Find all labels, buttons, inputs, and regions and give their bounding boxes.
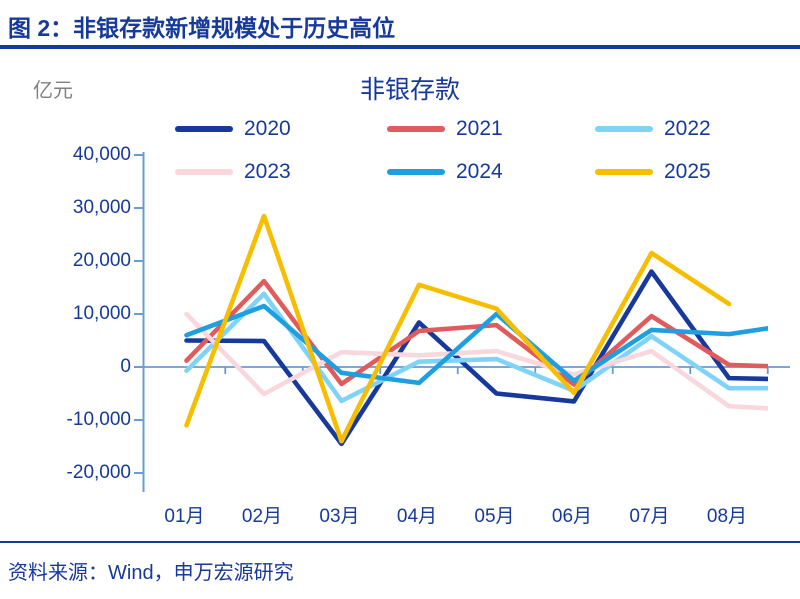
series-line-2020 [184, 269, 768, 447]
x-tick-label-01月: 01月 [164, 506, 205, 527]
y-tick-label-30,000: 30,000 [72, 197, 131, 218]
series-line-2025 [184, 213, 732, 444]
series-line-2023 [184, 311, 768, 411]
footer-rule [0, 541, 800, 543]
legend-swatch-2021 [387, 126, 445, 132]
x-tick-label-05月: 05月 [474, 506, 515, 527]
series-line-2021 [184, 278, 768, 387]
source-note: 资料来源：Wind，申万宏源研究 [8, 562, 294, 584]
legend-item-2023: 2023 [175, 159, 291, 185]
x-tick-label-06月: 06月 [551, 506, 593, 527]
legend-item-2025: 2025 [595, 159, 711, 185]
legend-label-2023: 2023 [244, 160, 291, 183]
chart-title: 非银存款 [359, 76, 460, 104]
legend-swatch-2024 [387, 169, 445, 175]
x-tick-label-02月: 02月 [241, 506, 283, 527]
legend-label-2022: 2022 [664, 117, 711, 140]
legend-swatch-2022 [595, 126, 653, 132]
x-tick-label-04月: 04月 [396, 506, 438, 527]
figure-title: 图 2：非银存款新增规模处于历史高位 [8, 15, 396, 41]
x-tick-label-08月: 08月 [706, 506, 748, 527]
legend-item-2020: 2020 [175, 116, 291, 142]
legend-label-2025: 2025 [664, 160, 711, 183]
y-tick-label--10,000: -10,000 [66, 409, 131, 430]
legend-label-2021: 2021 [456, 117, 503, 140]
legend-swatch-2023 [175, 169, 233, 175]
legend-label-2020: 2020 [244, 117, 291, 140]
x-tick-label-07月: 07月 [629, 506, 670, 527]
legend-item-2022: 2022 [595, 116, 711, 142]
legend-item-2021: 2021 [387, 116, 503, 142]
title-underline [0, 45, 800, 49]
legend-swatch-2020 [175, 126, 233, 132]
legend-swatch-2025 [595, 169, 653, 175]
y-tick-label-20,000: 20,000 [72, 250, 131, 271]
series-line-2024 [184, 303, 768, 386]
y-tick-label-10,000: 10,000 [72, 303, 131, 324]
y-tick-label--20,000: -20,000 [66, 462, 131, 483]
y-axis-unit-label: 亿元 [33, 80, 73, 102]
x-tick-label-03月: 03月 [319, 506, 360, 527]
legend-label-2024: 2024 [456, 160, 503, 183]
y-tick-label-40,000: 40,000 [72, 144, 131, 165]
y-tick-label-0: 0 [120, 356, 131, 377]
legend-item-2024: 2024 [387, 159, 503, 185]
